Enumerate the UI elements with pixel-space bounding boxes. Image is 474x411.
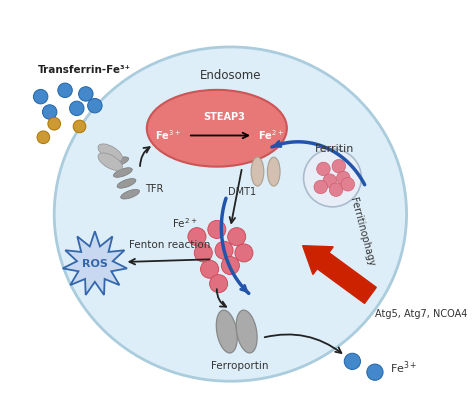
Circle shape: [332, 159, 346, 173]
Ellipse shape: [267, 157, 280, 186]
Circle shape: [201, 260, 219, 278]
Circle shape: [34, 90, 48, 104]
Circle shape: [73, 120, 86, 133]
Text: Fe$^{3+}$: Fe$^{3+}$: [155, 129, 181, 142]
Text: Transferrin-Fe³⁺: Transferrin-Fe³⁺: [38, 65, 131, 74]
Text: TFR: TFR: [145, 184, 163, 194]
Circle shape: [329, 183, 343, 196]
Text: Ferritinophagy: Ferritinophagy: [348, 196, 376, 268]
Circle shape: [367, 364, 383, 380]
Ellipse shape: [147, 90, 287, 166]
Circle shape: [323, 174, 337, 187]
Circle shape: [235, 244, 253, 262]
Ellipse shape: [98, 144, 122, 162]
Circle shape: [48, 118, 61, 130]
Ellipse shape: [251, 157, 264, 186]
Circle shape: [70, 101, 84, 115]
Circle shape: [208, 220, 226, 238]
Circle shape: [58, 83, 72, 97]
Text: Atg5, Atg7, NCOA4: Atg5, Atg7, NCOA4: [375, 309, 467, 319]
Circle shape: [228, 228, 246, 246]
Circle shape: [344, 353, 361, 369]
Ellipse shape: [98, 153, 122, 171]
Text: STEAP3: STEAP3: [203, 113, 245, 122]
Text: Endosome: Endosome: [200, 69, 261, 82]
Circle shape: [37, 131, 50, 143]
Ellipse shape: [110, 157, 128, 166]
Ellipse shape: [236, 310, 257, 353]
Text: DMT1: DMT1: [228, 187, 256, 197]
Circle shape: [188, 228, 206, 246]
Circle shape: [221, 256, 239, 275]
Ellipse shape: [54, 47, 407, 381]
Text: Ferritin: Ferritin: [315, 143, 354, 154]
Circle shape: [341, 178, 355, 191]
Polygon shape: [63, 231, 127, 295]
Ellipse shape: [117, 178, 136, 188]
Ellipse shape: [216, 310, 237, 353]
FancyArrow shape: [303, 246, 376, 303]
Circle shape: [303, 149, 361, 207]
Text: Fe$^{2+}$: Fe$^{2+}$: [258, 129, 284, 142]
Ellipse shape: [113, 168, 132, 177]
Text: Fe$^{3+}$: Fe$^{3+}$: [390, 359, 418, 376]
Circle shape: [210, 275, 228, 293]
Circle shape: [337, 171, 350, 185]
Text: Ferroportin: Ferroportin: [210, 361, 268, 372]
Circle shape: [314, 180, 328, 194]
Circle shape: [79, 87, 93, 101]
Circle shape: [194, 244, 212, 262]
Circle shape: [317, 162, 330, 175]
Text: ROS: ROS: [82, 259, 108, 269]
Ellipse shape: [121, 189, 139, 199]
Text: Fenton reaction: Fenton reaction: [129, 240, 210, 250]
Text: Fe$^{2+}$: Fe$^{2+}$: [172, 216, 198, 230]
Circle shape: [215, 241, 233, 259]
Circle shape: [43, 105, 57, 119]
Circle shape: [88, 99, 102, 113]
